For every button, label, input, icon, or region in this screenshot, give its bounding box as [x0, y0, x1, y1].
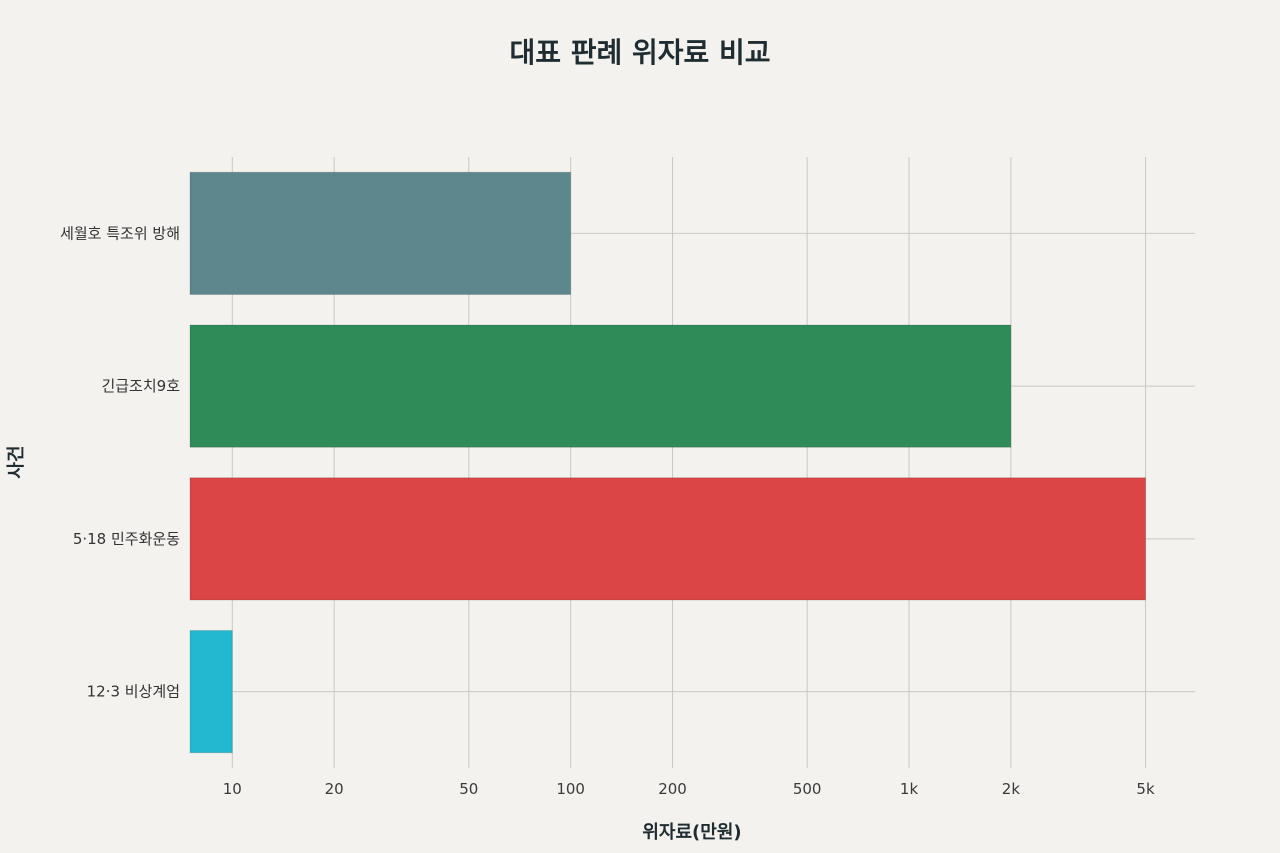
x-tick-label: 100: [556, 780, 585, 798]
bar: [189, 477, 1147, 601]
x-tick-label: 2k: [1002, 780, 1021, 798]
chart-title: 대표 판례 위자료 비교: [509, 36, 770, 69]
bar: [189, 171, 572, 295]
x-tick-label: 20: [325, 780, 344, 798]
x-axis-title: 위자료(만원): [642, 822, 741, 843]
category-label: 5·18 민주화운동: [73, 530, 180, 548]
x-tick-label: 50: [459, 780, 478, 798]
bar: [189, 630, 233, 754]
category-label: 긴급조치9호: [101, 377, 180, 395]
x-tick-label: 5k: [1136, 780, 1155, 798]
category-label: 12·3 비상계엄: [87, 683, 180, 701]
x-tick-label: 200: [658, 780, 687, 798]
bar: [189, 324, 1012, 448]
x-tick-label: 10: [223, 780, 242, 798]
bars: [189, 171, 1147, 754]
x-tick-labels: 10 20 50 100 200 500 1k 2k 5k: [223, 780, 1155, 798]
y-axis-title: 사건: [6, 445, 27, 478]
category-label: 세월호 특조위 방해: [60, 224, 180, 242]
x-tick-label: 500: [793, 780, 822, 798]
x-tick-label: 1k: [900, 780, 919, 798]
